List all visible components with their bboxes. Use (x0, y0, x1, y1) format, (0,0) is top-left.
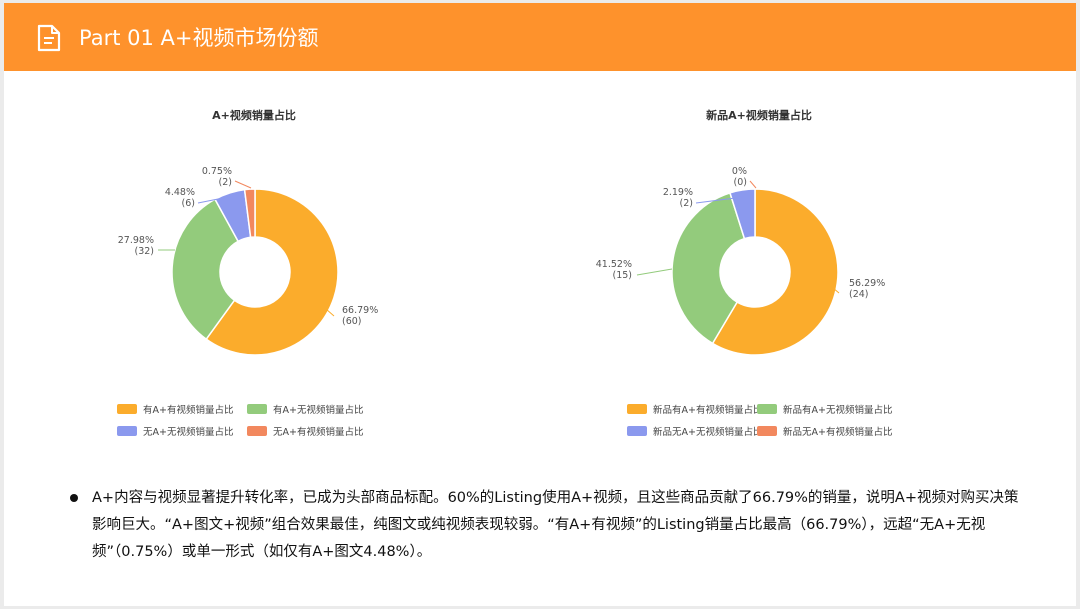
document-icon (37, 24, 61, 52)
chart-1-slice-4 (243, 188, 256, 239)
chart-1-leader-3 (197, 196, 229, 204)
chart-1-legend-label-2: 有A+无视频销量占比 (273, 404, 363, 416)
chart-2-percent-label-4: 0% (732, 166, 747, 177)
chart-2-slice-1 (711, 188, 839, 356)
chart-1-legend-label-3: 无A+无视频销量占比 (143, 426, 233, 438)
chart-1-legend-swatch-4 (247, 426, 267, 436)
chart-2-legend-label-2: 新品有A+无视频销量占比 (783, 404, 892, 416)
chart-1-legend-label-4: 无A+有视频销量占比 (273, 426, 363, 438)
chart-1-slice-1 (205, 188, 339, 356)
chart-1-percent-label-4: 0.75% (202, 166, 232, 177)
chart-1-legend-swatch-1 (117, 404, 137, 414)
summary-text: A+内容与视频显著提升转化率，已成为头部商品标配。60%的Listing使用A+… (92, 490, 1019, 560)
chart-1-legend-swatch-2 (247, 404, 267, 414)
chart-1-leader-4 (234, 180, 252, 189)
chart-2-legend-swatch-2 (757, 404, 777, 414)
chart-2-title: 新品A+视频销量占比 (706, 109, 812, 122)
chart-2-legend-label-3: 新品无A+无视频销量占比 (653, 426, 762, 438)
chart-2-legend-swatch-4 (757, 426, 777, 436)
chart-2-leader-4 (749, 180, 757, 189)
chart-1-legend-swatch-3 (117, 426, 137, 436)
chart-2-legend-label-4: 新品无A+有视频销量占比 (783, 426, 892, 438)
chart-1-count-label-2: (32) (134, 246, 154, 257)
chart-2-legend-swatch-1 (627, 404, 647, 414)
charts-canvas: 66.79%(60) 有A+有视频销量占比 27.98%(32) 有A+无视频销量占比… (117, 166, 892, 438)
chart-2-count-label-1: (24) (849, 289, 869, 300)
chart-1-count-label-3: (6) (182, 198, 195, 209)
chart-2-percent-label-2: 41.52% (596, 259, 632, 270)
chart-2-legend-swatch-3 (627, 426, 647, 436)
chart-2-leader-2 (636, 268, 673, 276)
header-bar: Part 01 A+视频市场份额 (4, 3, 1076, 71)
chart-1-percent-label-1: 66.79% (342, 305, 378, 316)
bullet-dot (70, 494, 78, 502)
chart-2-leader-1 (832, 287, 840, 294)
chart-2-slice-3 (729, 188, 756, 240)
slide: Part 01 A+视频市场份额 A+视频销量占比 新品A+视频销量占比 66.… (4, 3, 1076, 606)
chart-2-count-label-3: (2) (680, 198, 693, 209)
chart-1-leader-1 (325, 308, 335, 317)
chart-1-percent-label-2: 27.98% (118, 235, 154, 246)
chart-2-leader-3 (695, 196, 744, 204)
chart-1-percent-label-3: 4.48% (165, 187, 195, 198)
chart-1-count-label-4: (2) (219, 177, 232, 188)
chart-2-legend-label-1: 新品有A+有视频销量占比 (653, 404, 762, 416)
chart-1-count-label-1: (60) (342, 316, 362, 327)
chart-1-title: A+视频销量占比 (212, 109, 296, 122)
chart-1-slice-2 (171, 198, 240, 341)
page-title: Part 01 A+视频市场份额 (79, 26, 319, 50)
chart-2-percent-label-1: 56.29% (849, 278, 885, 289)
chart-1-legend-label-1: 有A+有视频销量占比 (143, 404, 233, 416)
chart-2-count-label-4: (0) (734, 177, 747, 188)
chart-2-count-label-2: (15) (612, 270, 632, 281)
chart-2-percent-label-3: 2.19% (663, 187, 693, 198)
